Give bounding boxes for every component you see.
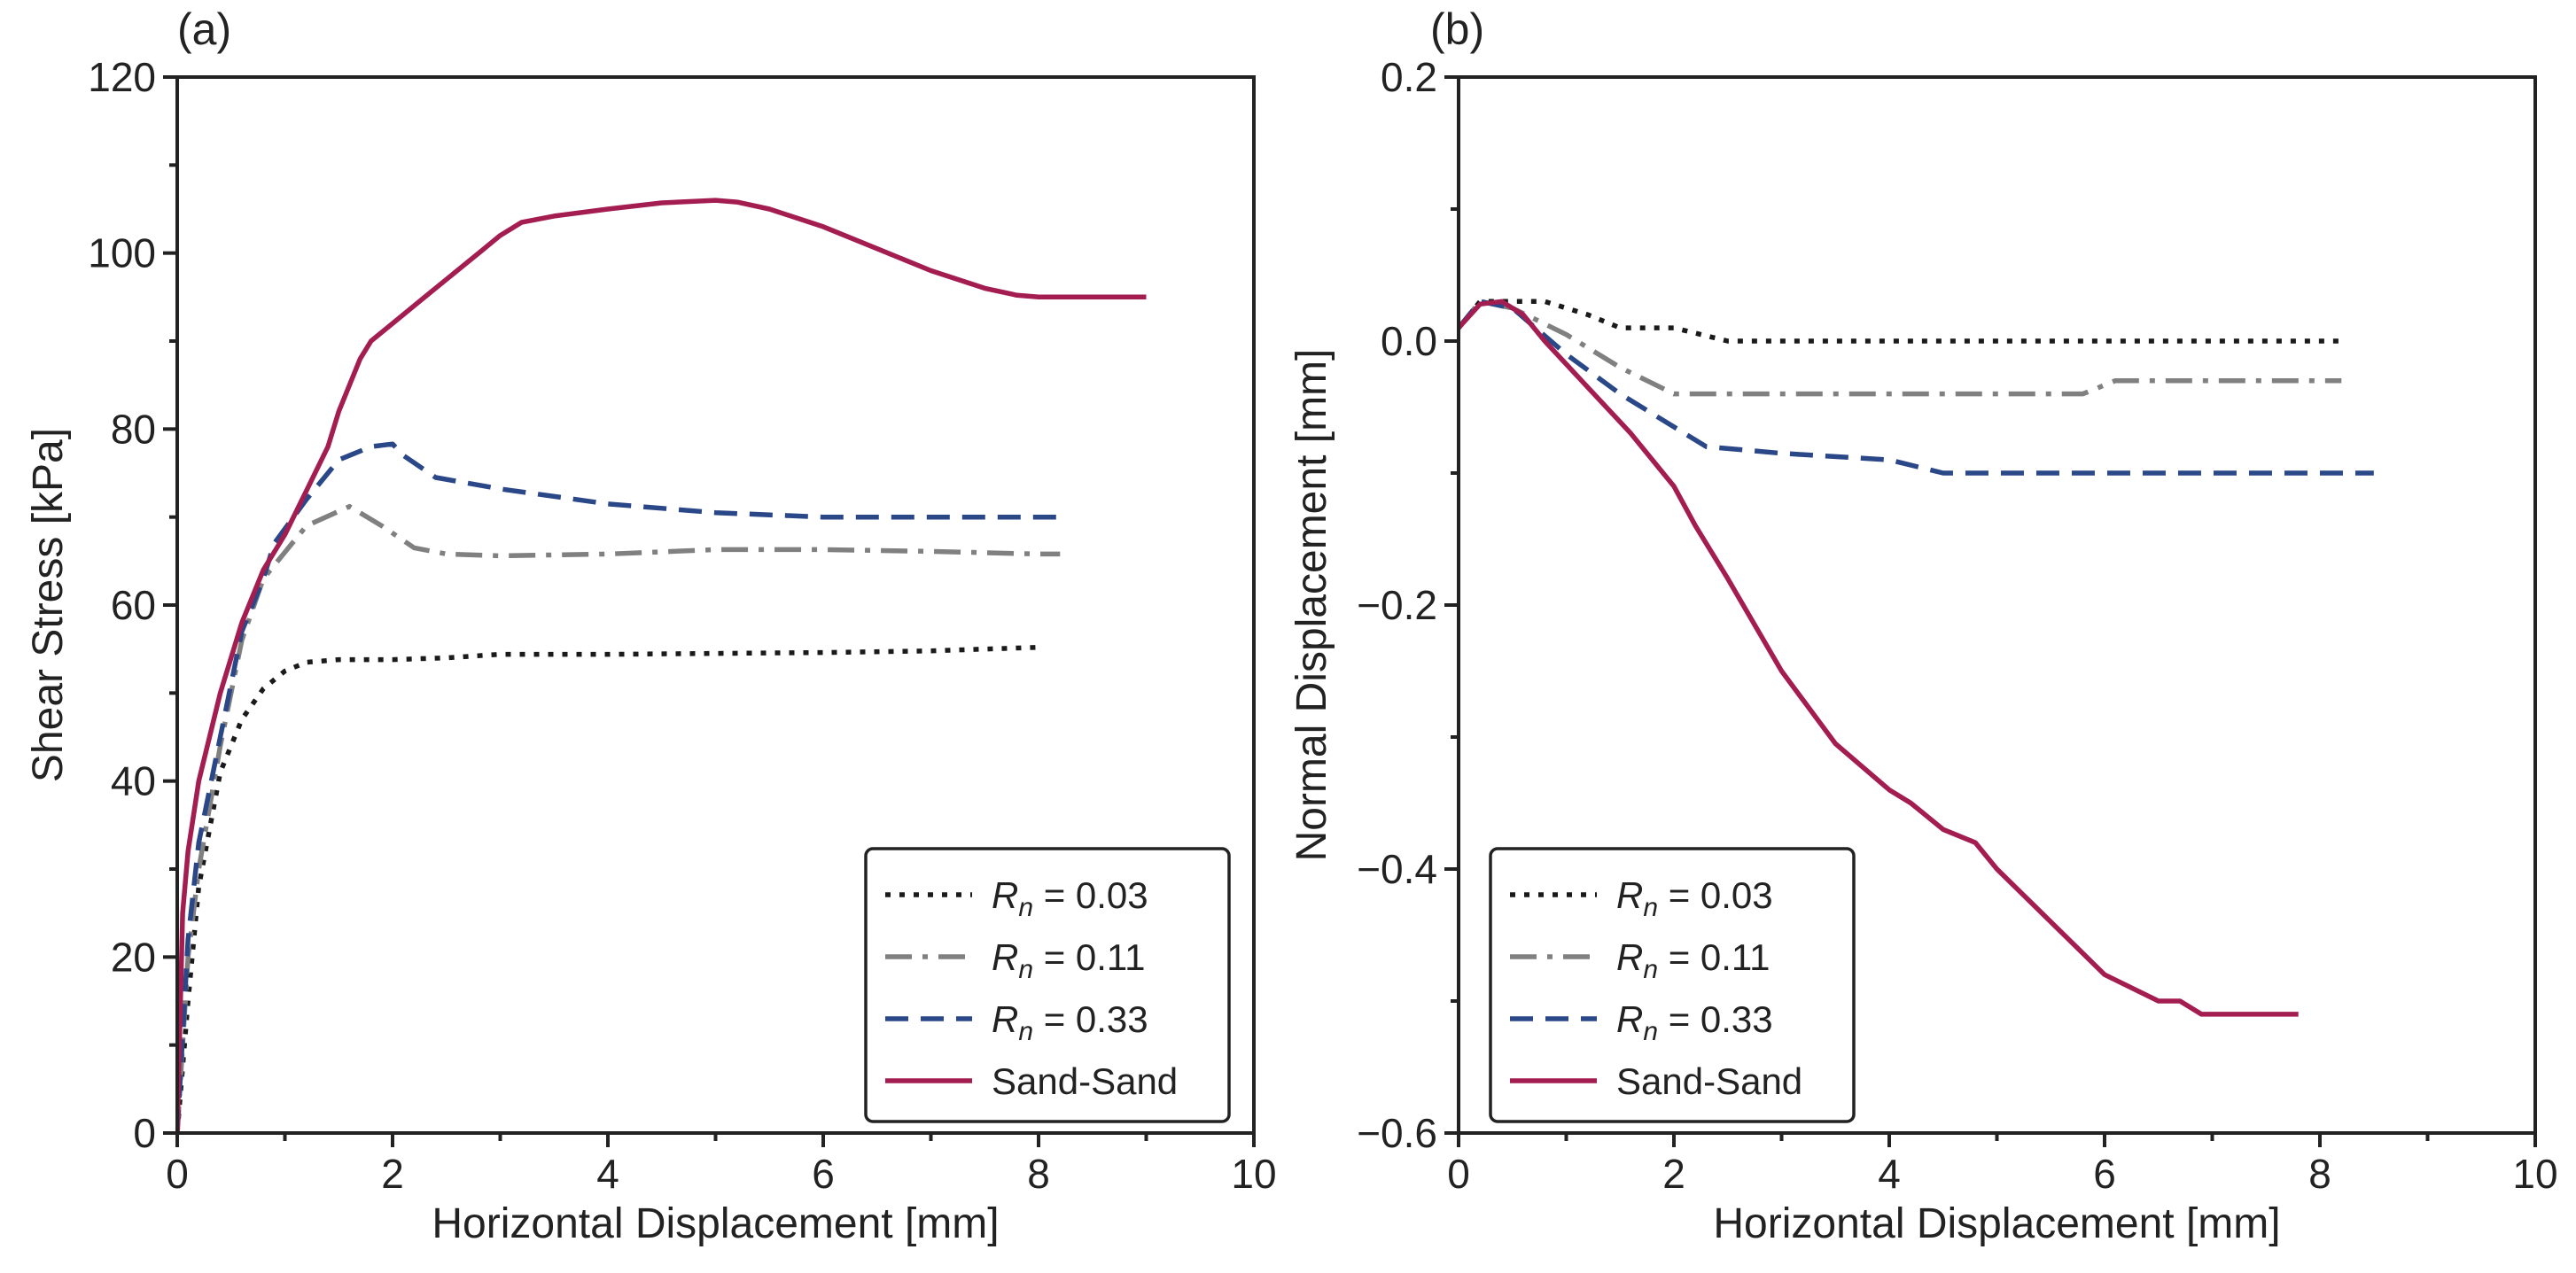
series-line-r003 (177, 644, 1039, 1133)
legend-label-r011: Rn = 0.11 (992, 936, 1146, 984)
series-line-r033 (1459, 299, 2374, 476)
y-axis-label: Normal Displacement [mm] (1288, 349, 1335, 862)
legend-symbol: R (1616, 936, 1643, 978)
legend-label-r003: Rn = 0.03 (992, 874, 1148, 922)
legend-label-r011: Rn = 0.11 (1616, 936, 1771, 984)
x-tick-label: 4 (596, 1151, 619, 1197)
series-line-r033 (177, 441, 1061, 1133)
y-tick-label: 0.2 (1381, 54, 1437, 100)
y-tick-label: 60 (111, 582, 156, 628)
series-line-r003 (1459, 299, 2342, 344)
x-tick-label: 0 (166, 1151, 189, 1197)
legend-label-r033: Rn = 0.33 (992, 998, 1148, 1046)
legend-label-sand: Sand-Sand (992, 1060, 1178, 1102)
legend-subscript: n (1643, 1017, 1658, 1046)
x-tick-label: 10 (1231, 1151, 1276, 1197)
panel-label: (a) (177, 4, 231, 54)
x-tick-label: 8 (1027, 1151, 1050, 1197)
x-tick-label: 6 (2093, 1151, 2116, 1197)
y-tick-label: −0.4 (1357, 846, 1437, 892)
legend-subscript: n (1643, 893, 1658, 922)
y-tick-label: 40 (111, 758, 156, 804)
legend-value: = 0.11 (1033, 936, 1146, 978)
panel-label: (b) (1430, 4, 1484, 54)
y-tick-label: 0 (133, 1110, 156, 1156)
x-tick-label: 10 (2512, 1151, 2557, 1197)
legend-symbol: R (992, 936, 1018, 978)
legend-value: = 0.03 (1658, 874, 1773, 916)
legend-subscript: n (1643, 955, 1658, 984)
y-tick-label: 80 (111, 406, 156, 452)
legend-subscript: n (1018, 955, 1033, 984)
y-tick-label: −0.2 (1357, 582, 1437, 628)
y-tick-label: 100 (88, 230, 156, 276)
legend-value: = 0.33 (1033, 998, 1148, 1040)
panel-b: 0 2 4 6 8 10 −0.6 −0.4 −0.2 0.0 0.2 Horizontal Disp… (1288, 4, 2558, 1247)
legend-subscript: n (1018, 1017, 1033, 1046)
series-line-sand (1459, 299, 2299, 1017)
legend-value: = 0.33 (1658, 998, 1773, 1040)
legend-symbol: R (1616, 998, 1643, 1040)
y-tick-label: 20 (111, 934, 156, 980)
x-tick-label: 6 (812, 1151, 835, 1197)
series-line-r011 (1459, 299, 2342, 397)
legend-symbol: R (992, 874, 1018, 916)
legend-box (864, 847, 1231, 1123)
series-line-sand (177, 198, 1147, 1133)
x-axis-label: Horizontal Displacement [mm] (1713, 1200, 2280, 1247)
legend-symbol: R (992, 998, 1018, 1040)
legend-subscript: n (1018, 893, 1033, 922)
x-tick-label: 8 (2308, 1151, 2331, 1197)
x-axis-label: Horizontal Displacement [mm] (432, 1200, 999, 1247)
legend-box (1489, 847, 1856, 1123)
y-axis-label: Shear Stress [kPa] (25, 428, 72, 782)
y-tick-label: 120 (88, 54, 156, 100)
legend-value: = 0.11 (1658, 936, 1771, 978)
legend-label-r003: Rn = 0.03 (1616, 874, 1773, 922)
x-tick-label: 0 (1447, 1151, 1470, 1197)
legend-symbol: R (1616, 874, 1643, 916)
legend-value: = 0.03 (1033, 874, 1148, 916)
x-tick-label: 2 (381, 1151, 404, 1197)
x-tick-label: 4 (1878, 1151, 1901, 1197)
legend-label-sand: Sand-Sand (1616, 1060, 1802, 1102)
legend-label-r033: Rn = 0.33 (1616, 998, 1773, 1046)
y-tick-label: 0.0 (1381, 318, 1437, 364)
x-tick-label: 2 (1662, 1151, 1685, 1197)
y-tick-label: −0.6 (1357, 1110, 1437, 1156)
